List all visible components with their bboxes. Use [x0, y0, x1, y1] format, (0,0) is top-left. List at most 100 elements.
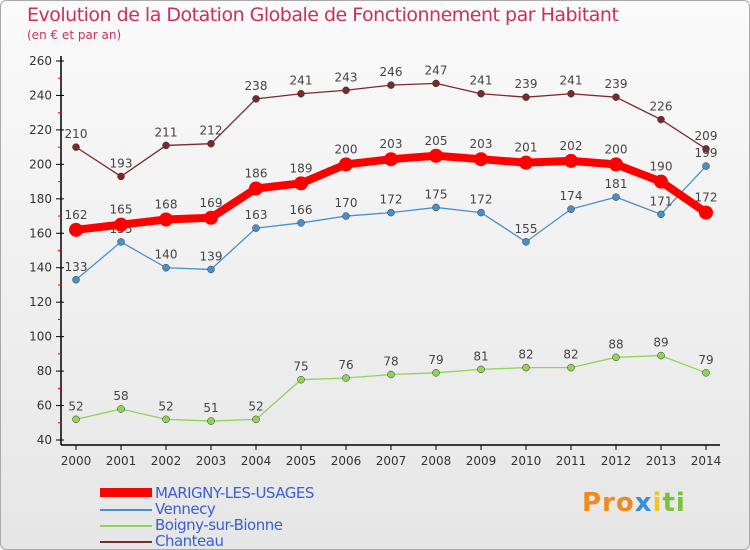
- y-tick-label: 220: [29, 123, 52, 137]
- data-point: [657, 115, 665, 124]
- data-label: 172: [470, 193, 493, 207]
- data-point: [567, 205, 575, 213]
- y-tick-label: 260: [29, 54, 52, 68]
- y-tick-label: 240: [29, 88, 52, 102]
- data-label: 247: [425, 63, 448, 77]
- data-point: [657, 210, 665, 219]
- data-label: 189: [290, 161, 313, 175]
- data-label: 212: [200, 124, 223, 138]
- x-tick-label: 2005: [286, 454, 317, 468]
- data-point: [72, 415, 80, 424]
- data-label: 211: [155, 125, 178, 139]
- data-point: [657, 351, 665, 360]
- data-point: [432, 369, 440, 377]
- data-point: [297, 219, 305, 227]
- data-label: 78: [383, 355, 398, 369]
- data-label: 170: [335, 196, 358, 210]
- y-tick-label: 140: [29, 261, 52, 275]
- data-point: [249, 181, 263, 196]
- data-point: [702, 162, 710, 170]
- x-tick-label: 2004: [241, 454, 272, 468]
- proxiti-logo: Proxiti: [582, 488, 686, 518]
- y-tick-label: 40: [37, 433, 52, 447]
- data-label: 210: [65, 127, 88, 141]
- data-point: [297, 89, 305, 98]
- data-label: 205: [425, 134, 448, 148]
- data-label: 140: [155, 248, 178, 262]
- data-label: 88: [608, 337, 623, 351]
- data-point: [612, 93, 620, 101]
- legend-swatch: [100, 541, 152, 543]
- data-point: [204, 210, 218, 225]
- x-tick-label: 2003: [196, 454, 227, 468]
- data-point: [699, 205, 713, 220]
- x-tick-label: 2013: [646, 454, 677, 468]
- chart-title: Evolution de la Dotation Globale de Fonc…: [27, 4, 619, 26]
- data-label: 175: [425, 187, 448, 201]
- x-tick-label: 2002: [151, 454, 182, 468]
- y-tick-label: 160: [29, 226, 52, 240]
- data-point: [702, 369, 710, 377]
- data-label: 75: [293, 360, 308, 374]
- data-point: [342, 212, 350, 220]
- data-point: [69, 222, 83, 237]
- data-point: [252, 95, 260, 103]
- data-label: 171: [650, 194, 673, 208]
- data-label: 52: [68, 399, 83, 413]
- data-label: 200: [335, 142, 358, 156]
- data-point: [522, 93, 530, 101]
- data-point: [519, 155, 533, 170]
- data-label: 162: [65, 208, 88, 222]
- data-point: [387, 370, 395, 379]
- legend-label: Chanteau: [155, 532, 224, 550]
- data-point: [384, 152, 398, 167]
- data-point: [567, 363, 575, 372]
- data-label: 190: [650, 160, 673, 174]
- data-label: 51: [203, 401, 218, 415]
- data-point: [342, 86, 350, 95]
- data-label: 199: [695, 146, 718, 160]
- data-label: 209: [695, 129, 718, 143]
- data-point: [162, 415, 170, 424]
- data-point: [114, 217, 128, 232]
- x-tick-label: 2012: [601, 454, 632, 468]
- data-point: [162, 263, 170, 272]
- data-label: 203: [380, 137, 403, 151]
- data-label: 239: [605, 77, 628, 91]
- x-tick-label: 2008: [421, 454, 452, 468]
- data-point: [294, 176, 308, 191]
- data-point: [522, 363, 530, 372]
- data-label: 241: [470, 74, 493, 88]
- data-point: [339, 157, 353, 172]
- data-label: 226: [650, 100, 673, 114]
- data-point: [117, 405, 125, 413]
- data-label: 200: [605, 142, 628, 156]
- data-label: 169: [200, 196, 223, 210]
- data-point: [342, 374, 350, 382]
- data-label: 139: [200, 249, 223, 263]
- legend-swatch: [100, 488, 152, 497]
- legend-label: Boigny-sur-Bionne: [155, 516, 283, 534]
- data-label: 202: [560, 139, 583, 153]
- data-point: [612, 193, 620, 201]
- y-tick-label: 60: [37, 399, 52, 413]
- data-point: [207, 139, 215, 148]
- x-tick-label: 2007: [376, 454, 407, 468]
- data-label: 133: [65, 260, 88, 274]
- data-label: 89: [653, 336, 668, 350]
- data-point: [207, 417, 215, 425]
- data-label: 79: [428, 353, 443, 367]
- data-label: 241: [560, 74, 583, 88]
- x-tick-label: 2014: [691, 454, 722, 468]
- data-point: [477, 365, 485, 374]
- data-label: 186: [245, 166, 268, 180]
- legend-swatch: [100, 509, 152, 511]
- data-label: 81: [473, 349, 488, 363]
- data-point: [297, 375, 305, 384]
- data-point: [162, 141, 170, 150]
- data-point: [387, 208, 395, 217]
- data-label: 76: [338, 358, 353, 372]
- data-label: 172: [695, 191, 718, 205]
- data-point: [117, 172, 125, 181]
